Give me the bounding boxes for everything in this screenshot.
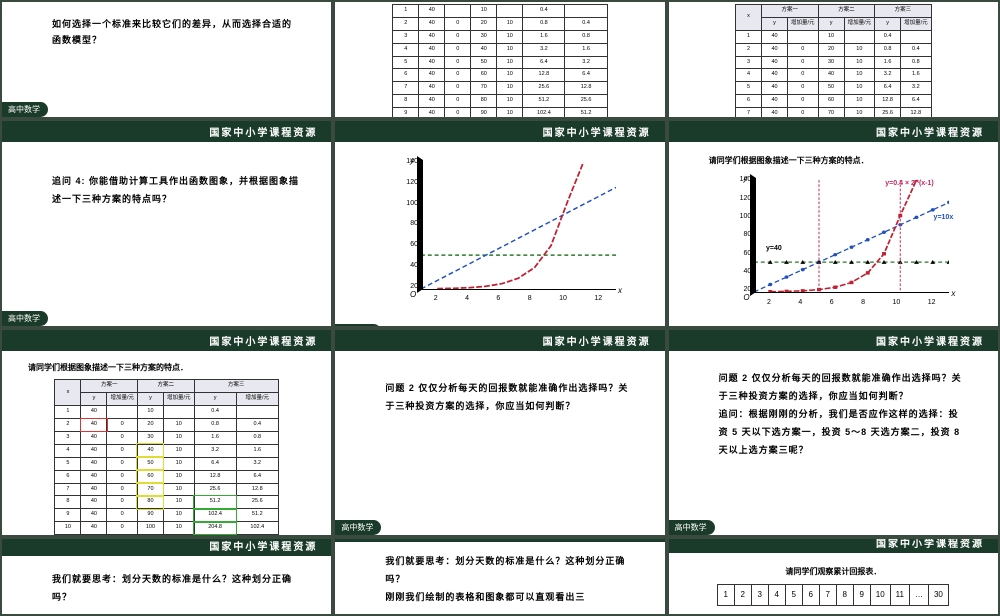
th: y xyxy=(875,17,901,30)
slide-1: 如何选择一个标准来比较它们的差异，从而选择合适的函数模型？ 高中数学 xyxy=(2,2,331,117)
slide-9: 国家中小学课程资源 问题 2 仅仅分析每天的回报数就能准确作出选择吗？关于三种投… xyxy=(669,330,998,535)
th: 增加量/元 xyxy=(901,17,932,30)
intro: 请同学们观察累计回报表． xyxy=(683,565,984,579)
chart-labeled: y x O 20406080100120140 y=0.4 × 2^(x-1) … xyxy=(713,176,953,311)
slide-7: 国家中小学课程资源 请同学们根据图象描述一下三种方案的特点． x方案一方案二方案… xyxy=(2,330,331,535)
footer-label: 高中数学 xyxy=(335,520,381,535)
p1: 问题 2 仅仅分析每天的回报数就能准确作出选择吗？关于三种投资方案的选择，你应当… xyxy=(719,369,968,405)
chart-basic: y x O 20406080100120140 24681012 xyxy=(380,158,620,308)
number-strip: 1234567891011…30 xyxy=(683,584,984,606)
plot-area xyxy=(420,162,616,290)
p1: 我们就要思考：划分天数的标准是什么？这种划分正确吗？ xyxy=(385,552,634,588)
slide-10-text: 我们就要思考：划分天数的标准是什么？这种划分正确吗？ xyxy=(2,556,331,614)
th: y xyxy=(194,393,236,406)
slide-3-table: x方案一方案二方案三 y增加量/元y增加量/元y增加量/元 140100.424… xyxy=(669,2,998,117)
th: 方案三 xyxy=(194,380,278,393)
q-text: 如何选择一个标准来比较它们的差异，从而选择合适的函数模型？ xyxy=(52,19,292,45)
slide-2: 140100.4240020100.80.4340030101.60.84400… xyxy=(335,2,664,117)
slide-8: 国家中小学课程资源 问题 2 仅仅分析每天的回报数就能准确作出选择吗？关于三种投… xyxy=(335,330,664,535)
header: 国家中小学课程资源 xyxy=(669,539,998,553)
th: 增加量/元 xyxy=(107,393,138,406)
eq-lin: y=10x xyxy=(934,212,954,225)
slide-1-text: 如何选择一个标准来比较它们的差异，从而选择合适的函数模型？ xyxy=(2,2,331,101)
th: y xyxy=(762,17,788,30)
footer-label: 高中数学 xyxy=(2,102,48,117)
header: 国家中小学课程资源 xyxy=(669,121,998,142)
th: 方案一 xyxy=(762,5,819,18)
y-axis: 20406080100120140 xyxy=(400,158,418,290)
p2: 追问：根据刚刚的分析，我们是否应作这样的选择：投资 5 天以下选方案一，投资 5… xyxy=(719,405,968,459)
data-table: x方案一方案二方案三 y增加量/元y增加量/元y增加量/元 140100.424… xyxy=(735,4,932,117)
slide-8-text: 问题 2 仅仅分析每天的回报数就能准确作出选择吗？关于三种投资方案的选择，你应当… xyxy=(335,351,664,519)
x-axis: 24681012 xyxy=(753,297,949,310)
header: 国家中小学课程资源 xyxy=(2,330,331,351)
slide-6: 国家中小学课程资源 请同学们根据图象描述一下三种方案的特点． y x O 204… xyxy=(669,121,998,326)
slide-9-text: 问题 2 仅仅分析每天的回报数就能准确作出选择吗？关于三种投资方案的选择，你应当… xyxy=(669,351,998,519)
slide-11-text: 我们就要思考：划分天数的标准是什么？这种划分正确吗？ 刚刚我们绘制的表格和图象都… xyxy=(335,542,664,614)
th: 方案一 xyxy=(81,380,138,393)
intro: 请同学们根据图象描述一下三种方案的特点． xyxy=(689,154,978,168)
footer-label: 高中数学 xyxy=(335,324,381,326)
th: y xyxy=(137,393,163,406)
q: 问题 2 仅仅分析每天的回报数就能准确作出选择吗？关于三种投资方案的选择，你应当… xyxy=(385,383,628,411)
plot-area: y=0.4 × 2^(x-1) y=10x y=40 xyxy=(753,180,949,293)
th: 增加量/元 xyxy=(163,393,194,406)
intro: 请同学们根据图象描述一下三种方案的特点． xyxy=(18,361,315,375)
slide-3: x方案一方案二方案三 y增加量/元y增加量/元y增加量/元 140100.424… xyxy=(669,2,998,117)
th: y xyxy=(818,17,844,30)
slide-12: 国家中小学课程资源 请同学们观察累计回报表． 1234567891011…30 xyxy=(669,539,998,614)
header: 国家中小学课程资源 xyxy=(669,330,998,351)
eq-expo: y=0.4 × 2^(x-1) xyxy=(885,178,933,191)
data-table: 140100.4240020100.80.4340030101.60.84400… xyxy=(392,4,607,117)
eq-const: y=40 xyxy=(766,243,782,256)
slide-11: 国家中小学课程资源 我们就要思考：划分天数的标准是什么？这种划分正确吗？ 刚刚我… xyxy=(335,539,664,614)
th: 方案二 xyxy=(137,380,194,393)
th: y xyxy=(81,393,107,406)
th: 方案三 xyxy=(875,5,932,18)
q-title: 追问 4: xyxy=(52,176,86,186)
th-x: x xyxy=(736,5,762,31)
slide-grid: 如何选择一个标准来比较它们的差异，从而选择合适的函数模型？ 高中数学 14010… xyxy=(0,0,1000,616)
q-body: 你能借助计算工具作出函数图象，并根据图象描述一下三种方案的特点吗？ xyxy=(52,176,299,204)
th: 增加量/元 xyxy=(844,17,875,30)
th: 方案二 xyxy=(818,5,875,18)
q: 我们就要思考：划分天数的标准是什么？这种划分正确吗？ xyxy=(52,574,292,602)
footer-label: 高中数学 xyxy=(669,520,715,535)
th: 增加量/元 xyxy=(236,393,278,406)
th: 增加量/元 xyxy=(788,17,819,30)
p2: 刚刚我们绘制的表格和图象都可以直观看出三 xyxy=(385,588,634,606)
footer-label: 高中数学 xyxy=(2,311,48,326)
slide-7-content: 请同学们根据图象描述一下三种方案的特点． x方案一方案二方案三 y增加量/元y增… xyxy=(2,351,331,535)
header: 国家中小学课程资源 xyxy=(2,121,331,142)
x-axis: 24681012 xyxy=(420,293,616,306)
data-table-highlighted: x方案一方案二方案三 y增加量/元y增加量/元y增加量/元 140100.424… xyxy=(54,379,278,535)
th: x xyxy=(55,380,81,406)
y-axis: 20406080100120140 xyxy=(733,176,751,293)
slide-6-content: 请同学们根据图象描述一下三种方案的特点． y x O 2040608010012… xyxy=(669,142,998,326)
footer: 高中数学 xyxy=(2,101,331,117)
header: 国家中小学课程资源 xyxy=(335,121,664,142)
slide-4-text: 追问 4: 你能借助计算工具作出函数图象，并根据图象描述一下三种方案的特点吗？ xyxy=(2,142,331,310)
slide-5-chart: y x O 20406080100120140 24681012 xyxy=(335,142,664,324)
slide-5: 国家中小学课程资源 y x O 20406080100120140 246810… xyxy=(335,121,664,326)
slide-10: 国家中小学课程资源 我们就要思考：划分天数的标准是什么？这种划分正确吗？ xyxy=(2,539,331,614)
slide-12-content: 请同学们观察累计回报表． 1234567891011…30 xyxy=(669,553,998,614)
slide-2-table: 140100.4240020100.80.4340030101.60.84400… xyxy=(335,2,664,117)
slide-4: 国家中小学课程资源 追问 4: 你能借助计算工具作出函数图象，并根据图象描述一下… xyxy=(2,121,331,326)
header: 国家中小学课程资源 xyxy=(335,330,664,351)
header: 国家中小学课程资源 xyxy=(2,539,331,556)
